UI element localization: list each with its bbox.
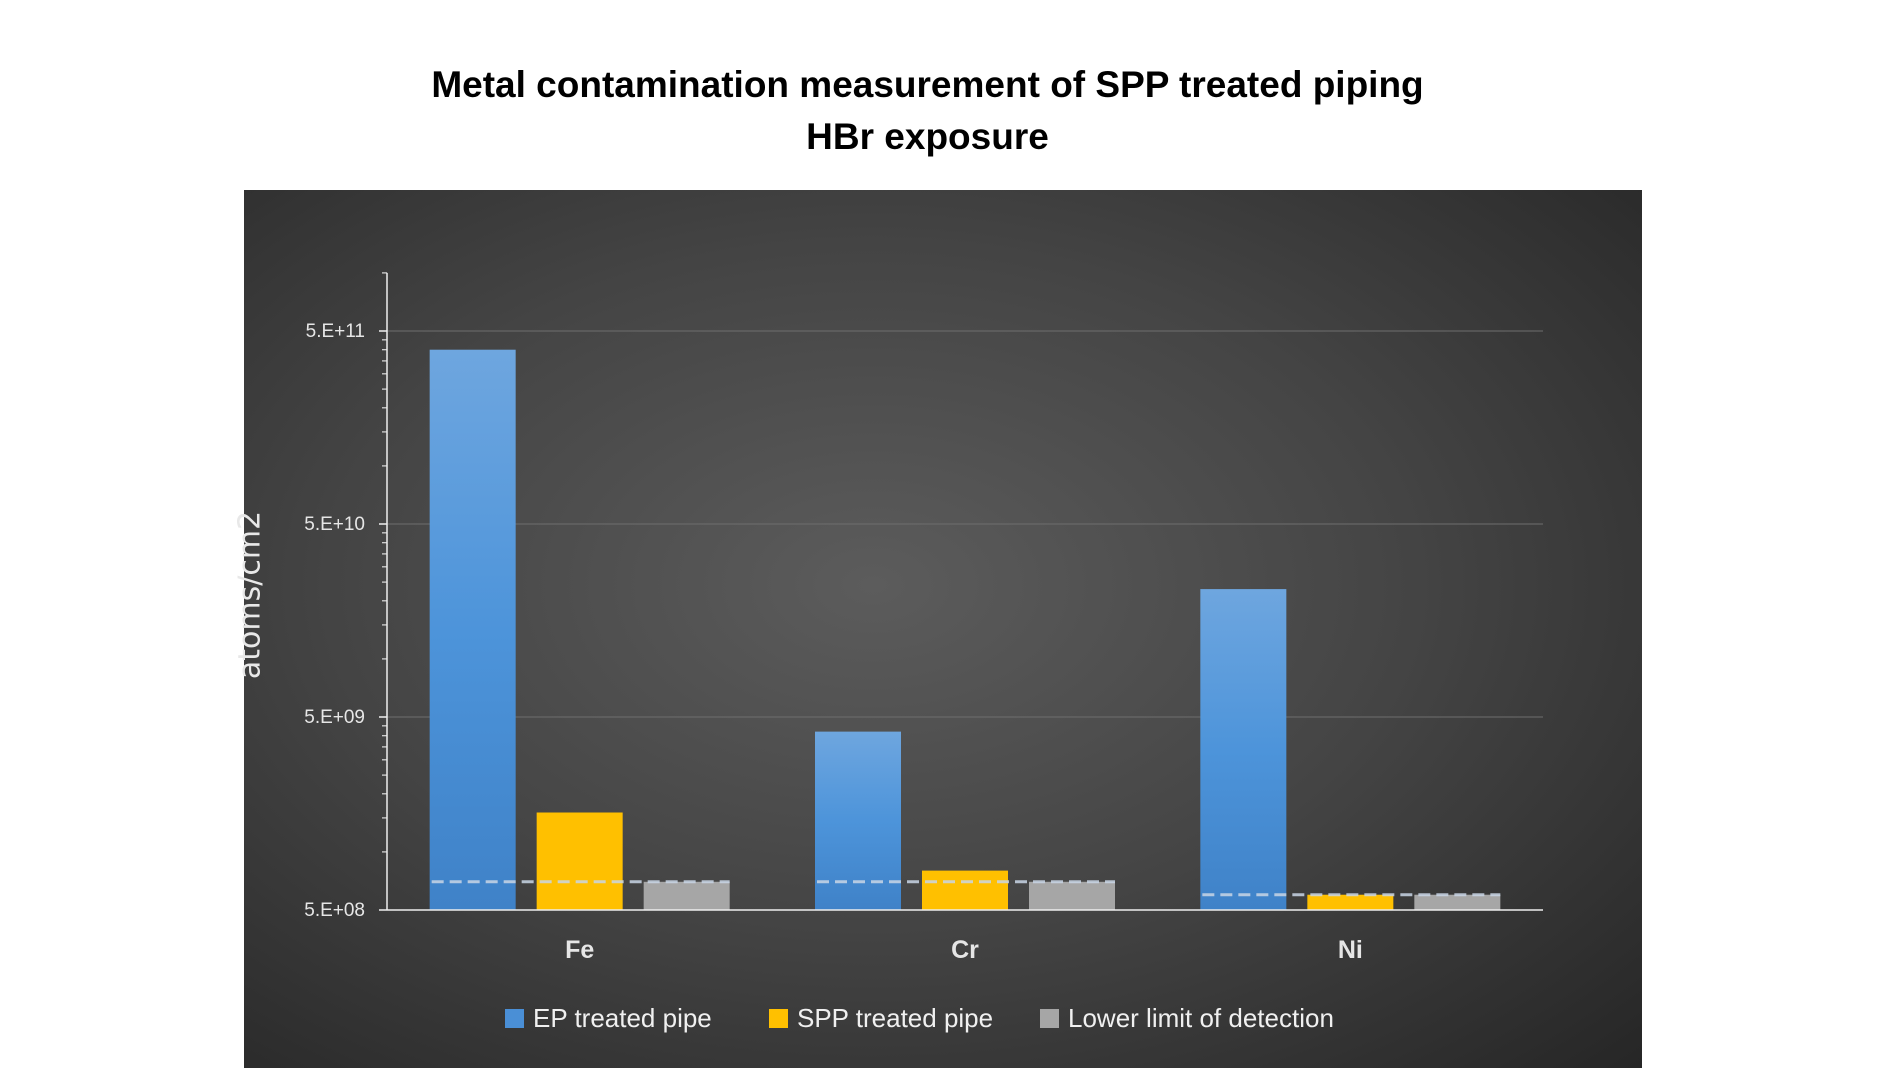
x-tick-label: Ni: [1338, 936, 1363, 964]
bar-spp-treated-pipe-cr: [922, 870, 1008, 910]
legend-swatch: [769, 1009, 788, 1028]
bar-lower-limit-of-detection-ni: [1414, 894, 1501, 910]
chart-subtitle: HBr exposure: [806, 116, 1049, 157]
bar-spp-treated-pipe-fe: [536, 812, 623, 910]
y-tick-label: 5.E+09: [304, 707, 365, 728]
legend-label: SPP treated pipe: [797, 1003, 994, 1033]
x-tick-label: Fe: [565, 936, 594, 964]
x-tick-label: Cr: [951, 936, 979, 964]
chart-title: Metal contamination measurement of SPP t…: [431, 64, 1424, 105]
y-tick-label: 5.E+11: [306, 321, 365, 342]
legend-label: Lower limit of detection: [1068, 1003, 1334, 1033]
bar-spp-treated-pipe-ni: [1307, 894, 1394, 910]
bar-lower-limit-of-detection-cr: [1029, 881, 1115, 910]
legend-item: SPP treated pipe: [769, 1003, 993, 1034]
legend-swatch: [505, 1009, 524, 1028]
y-tick-label: 5.E+08: [304, 900, 365, 921]
y-tick-label: 5.E+10: [304, 514, 365, 535]
bar-ep-treated-pipe-ni: [1200, 589, 1287, 910]
bar-ep-treated-pipe-cr: [815, 731, 901, 910]
y-axis-label: atoms/cm2: [232, 510, 268, 680]
legend-item: Lower limit of detection: [1040, 1003, 1334, 1034]
bar-ep-treated-pipe-fe: [429, 349, 516, 911]
legend-swatch: [1040, 1009, 1059, 1028]
legend-item: EP treated pipe: [505, 1003, 712, 1034]
bar-lower-limit-of-detection-fe: [643, 881, 730, 910]
legend-label: EP treated pipe: [533, 1003, 712, 1033]
